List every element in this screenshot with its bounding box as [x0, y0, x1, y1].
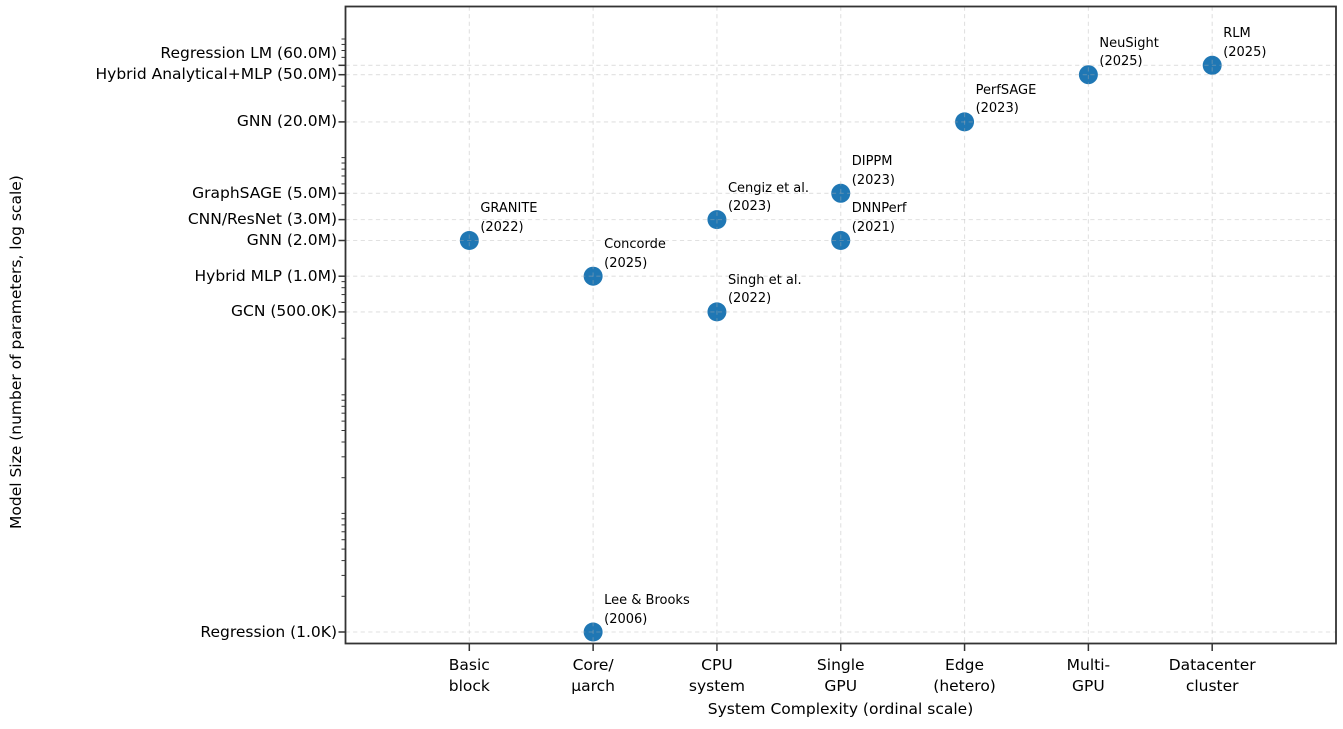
plot-border — [344, 5, 1337, 645]
y-tick-label: Regression LM (60.0M) — [160, 44, 337, 63]
point-label-lee-brooks: Lee & Brooks (2006) — [604, 593, 690, 627]
data-point-dnnperf — [831, 230, 851, 250]
data-point-cengiz-et-al — [707, 210, 727, 230]
x-tick-label: Multi- GPU — [1066, 655, 1111, 696]
point-label-granite: GRANITE (2022) — [480, 201, 538, 235]
data-point-granite — [459, 230, 479, 250]
y-tick-label: GNN (20.0M) — [236, 112, 337, 131]
x-tick-label: Edge (hetero) — [933, 655, 996, 696]
x-tick-label: Single GPU — [816, 655, 865, 696]
y-tick-label: Hybrid Analytical+MLP (50.0M) — [95, 65, 337, 84]
point-label-dnnperf: DNNPerf (2021) — [851, 201, 907, 235]
point-label-dippm: DIPPM (2023) — [851, 154, 895, 188]
point-label-rlm: RLM (2025) — [1223, 26, 1267, 60]
y-tick-label: GNN (2.0M) — [246, 230, 337, 249]
data-point-lee-brooks — [583, 622, 603, 642]
x-tick-label: Datacenter cluster — [1168, 655, 1256, 696]
y-tick-label: Hybrid MLP (1.0M) — [194, 266, 337, 285]
y-axis-title: Model Size (number of parameters, log sc… — [7, 175, 25, 530]
y-tick-label: Regression (1.0K) — [200, 622, 337, 641]
point-label-perfsage: PerfSAGE (2023) — [975, 82, 1037, 117]
data-point-perfsage — [955, 112, 975, 132]
data-point-neusight — [1078, 65, 1098, 85]
x-axis-title: System Complexity (ordinal scale) — [707, 700, 974, 718]
point-label-concorde: Concorde (2025) — [604, 237, 666, 271]
data-point-dippm — [831, 183, 851, 203]
y-tick-label: GraphSAGE (5.0M) — [192, 183, 337, 202]
x-tick-label: CPU system — [688, 655, 745, 696]
data-point-concorde — [583, 266, 603, 286]
data-point-rlm — [1202, 55, 1222, 75]
x-tick-label: Basic block — [448, 655, 490, 696]
x-tick-label: Core/ μarch — [571, 655, 615, 696]
data-point-singh-et-al — [707, 302, 727, 322]
point-label-singh-et-al: Singh et al. (2022) — [727, 272, 802, 307]
point-label-neusight: NeuSight (2025) — [1099, 35, 1159, 70]
point-label-cengiz-et-al: Cengiz et al. (2023) — [727, 180, 810, 215]
y-tick-label: GCN (500.0K) — [231, 302, 337, 321]
y-tick-label: CNN/ResNet (3.0M) — [187, 209, 337, 228]
